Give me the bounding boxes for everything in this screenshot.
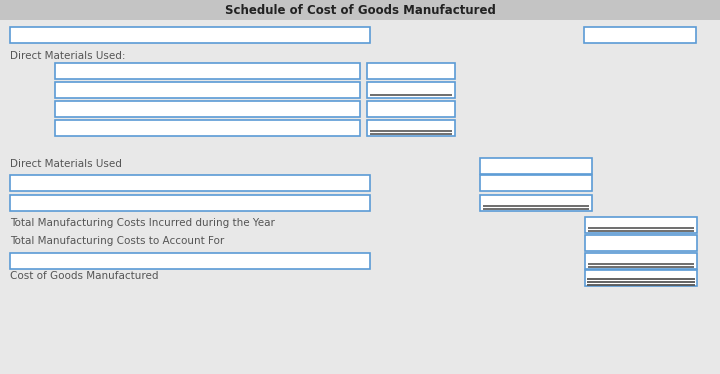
Text: Total Manufacturing Costs to Account For: Total Manufacturing Costs to Account For: [10, 236, 224, 246]
Bar: [10, 253, 370, 269]
Text: Direct Materials Used:: Direct Materials Used:: [10, 51, 125, 61]
Text: Direct Materials Used: Direct Materials Used: [10, 159, 122, 169]
Bar: [0, 0, 720, 20]
Text: Schedule of Cost of Goods Manufactured: Schedule of Cost of Goods Manufactured: [225, 3, 495, 16]
Bar: [367, 101, 455, 117]
Bar: [55, 101, 360, 117]
Bar: [585, 235, 697, 251]
Text: Cost of Goods Manufactured: Cost of Goods Manufactured: [10, 271, 158, 281]
Bar: [585, 217, 697, 233]
Bar: [367, 63, 455, 79]
Bar: [585, 270, 697, 286]
Bar: [480, 175, 592, 191]
Bar: [585, 253, 697, 269]
Bar: [55, 120, 360, 136]
Bar: [10, 27, 370, 43]
Bar: [10, 195, 370, 211]
Bar: [367, 120, 455, 136]
Bar: [55, 82, 360, 98]
Bar: [480, 195, 592, 211]
Bar: [55, 63, 360, 79]
Bar: [584, 27, 696, 43]
Text: Total Manufacturing Costs Incurred during the Year: Total Manufacturing Costs Incurred durin…: [10, 218, 275, 228]
Bar: [367, 82, 455, 98]
Bar: [10, 175, 370, 191]
Bar: [480, 158, 592, 174]
